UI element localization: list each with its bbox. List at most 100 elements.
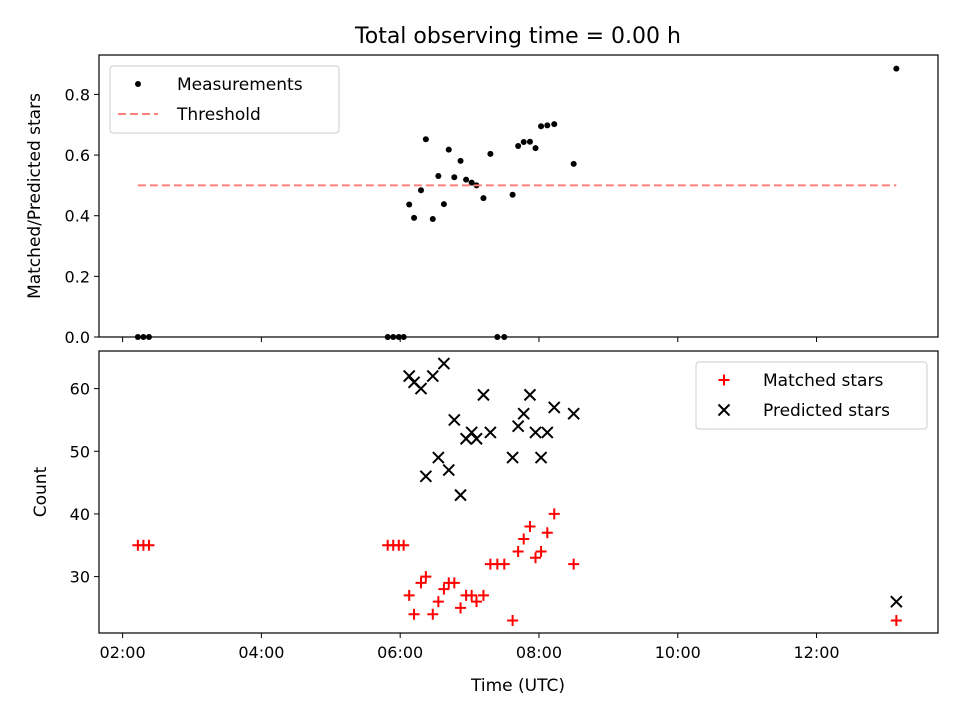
measurement-point (487, 150, 494, 157)
matched-star-point (143, 539, 155, 551)
predicted-star-point (419, 470, 433, 483)
matched-star-point (541, 527, 553, 539)
measurement-point (544, 122, 551, 129)
predicted-star-point (523, 388, 537, 402)
y-axis-label: Count (31, 466, 51, 517)
y-tick-label: 0.4 (65, 207, 90, 226)
matched-star-point (415, 577, 427, 589)
x-tick-label: 02:00 (100, 643, 146, 662)
x-axis-label: Time (UTC) (470, 676, 565, 696)
legend-box (109, 65, 340, 134)
x-tick-label: 04:00 (238, 643, 284, 662)
y-tick-label: 0.0 (65, 328, 90, 347)
legend-label: Measurements (177, 75, 303, 95)
measurement-point (526, 138, 533, 145)
measurement-point (457, 157, 464, 164)
measurement-point (551, 121, 558, 128)
legend-dot-swatch (135, 81, 141, 87)
measurement-point (440, 201, 447, 208)
measurement-point (445, 146, 452, 153)
legend-plus-swatch (718, 374, 730, 386)
y-tick-label: 40 (70, 505, 90, 524)
measurement-point (520, 139, 527, 146)
measurement-point (480, 195, 487, 202)
predicted-star-point (567, 407, 580, 420)
legend-label: Predicted stars (763, 401, 890, 421)
y-axis-label: Matched/Predicted stars (25, 93, 45, 299)
plot-area (134, 65, 900, 340)
axes-frame (98, 350, 939, 634)
measurement-point (384, 334, 391, 340)
predicted-star-point (548, 401, 561, 414)
matched-star-point (432, 596, 444, 608)
predicted-star-point (541, 426, 554, 439)
y-tick-label: 0.8 (65, 85, 90, 104)
matched-star-point (438, 583, 450, 595)
y-tick-label: 0.6 (65, 146, 90, 165)
y-tick-label: 30 (70, 568, 90, 587)
x-tick-label: 12:00 (794, 643, 840, 662)
legend-x-swatch (717, 403, 731, 417)
measurement-point (406, 201, 413, 208)
legend-label: Matched stars (763, 371, 883, 391)
measurement-point (532, 145, 539, 152)
measurement-point (538, 123, 545, 130)
measurement-point (390, 334, 397, 340)
measurement-point (134, 334, 141, 340)
predicted-star-point (414, 382, 428, 395)
matched-star-point (427, 608, 439, 620)
matched-star-point (507, 614, 519, 626)
measurement-point (395, 334, 402, 340)
matched-star-point (518, 533, 530, 545)
measurement-point (451, 174, 458, 181)
measurement-point (509, 191, 516, 198)
predicted-star-point (426, 369, 440, 383)
matched-star-point (548, 508, 560, 520)
figure-title: Total observing time = 0.00 h (354, 24, 681, 49)
predicted-star-point (470, 432, 483, 445)
legend: Matched stars Predicted stars (695, 361, 928, 430)
predicted-star-point (890, 595, 903, 608)
measurement-point (463, 176, 470, 183)
predicted-star-point (506, 451, 519, 464)
predicted-star-point (517, 407, 530, 420)
measurement-point (501, 334, 508, 340)
predicted-star-point (534, 451, 548, 464)
axes-frame (98, 54, 939, 338)
y-tick-label: 50 (70, 442, 90, 461)
count-panel: 30 40 50 60 02:00 04:00 06:00 08:00 10:00 12:00 Co… (31, 350, 939, 662)
plot-area (132, 357, 903, 626)
predicted-star-point (477, 388, 490, 402)
y-tick-label: 0.2 (65, 267, 90, 286)
predicted-star-point (432, 451, 445, 464)
ratio-panel: 0.0 0.2 0.4 0.6 0.8 Matched/Predicted stars Me… (25, 54, 939, 347)
legend-box (695, 361, 928, 430)
matched-star-point (568, 558, 580, 570)
predicted-star-point (442, 463, 455, 477)
matched-star-point (530, 552, 542, 564)
measurement-point (140, 334, 147, 340)
matched-star-point (466, 589, 478, 601)
matched-star-point (408, 608, 420, 620)
predicted-star-point (529, 426, 542, 439)
measurement-point (570, 160, 577, 167)
matched-star-point (535, 546, 547, 558)
legend: Measurements Threshold (109, 65, 340, 134)
measurement-point (400, 334, 407, 340)
matched-star-point (890, 614, 902, 626)
predicted-star-point (511, 419, 525, 433)
matched-star-point (477, 589, 489, 601)
matched-star-point (420, 571, 432, 583)
measurement-point (429, 216, 436, 223)
matched-star-point (498, 558, 510, 570)
matched-star-point (455, 602, 467, 614)
matched-star-point (448, 577, 460, 589)
predicted-star-point (437, 357, 451, 370)
measurement-point (494, 334, 501, 340)
measurement-point (422, 136, 429, 143)
measurement-point (411, 214, 418, 221)
predicted-star-point (448, 413, 461, 427)
measurement-point (417, 187, 424, 194)
matched-star-point (471, 596, 483, 608)
